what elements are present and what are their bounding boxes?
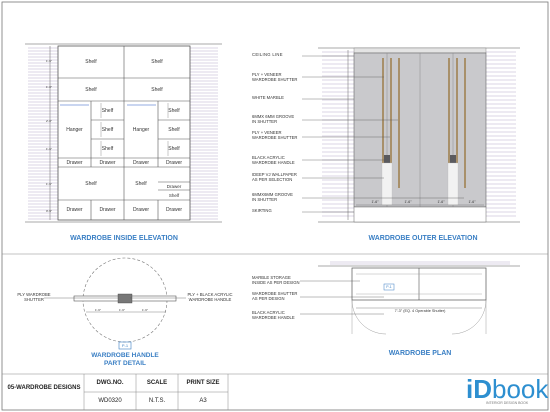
shelf-label-1: Shelf: [85, 59, 97, 65]
handle-tag-box: [118, 341, 132, 350]
shelf-label-8: Shelf: [168, 107, 180, 114]
drawer-label-1: Drawer: [66, 159, 83, 166]
outer-dim-1: 1'-6": [371, 200, 379, 204]
svg-text:1'-6": 1'-6": [119, 308, 125, 312]
shelf-label-3: Shelf: [85, 86, 97, 93]
outer-elevation-title: WARDROBE OUTER ELEVATION: [368, 235, 478, 242]
drawer-label-7: Drawer: [99, 207, 116, 213]
plan-title: WARDROBE PLAN: [388, 350, 452, 357]
outer-note-skirting: SKIRTING: [252, 208, 272, 213]
shelf-label-6: Shelf: [101, 126, 114, 133]
drawer-label-9: Drawer: [165, 207, 183, 213]
outer-note-ceiling: CEILING LINE: [252, 52, 283, 57]
sheet-name: 05-WARDROBE DESIGNS: [7, 385, 81, 391]
outer-dim-2: 1'-6": [404, 200, 412, 204]
shelf-label-9: Shelf: [168, 126, 180, 133]
svg-text:1'-6": 1'-6": [95, 308, 101, 312]
plan-note-storage: MARBLE STORAGE INSIDE AS PER DESIGN: [252, 275, 300, 285]
outer-elevation-drawing: [302, 47, 520, 223]
shelf-label-10: Shelf: [168, 145, 180, 152]
hanger-label-2: Hanger: [132, 126, 150, 133]
plan-tag: P-1: [386, 285, 392, 289]
svg-text:1'-0": 1'-0": [46, 85, 52, 89]
outer-note-groove-1: 6MMX 6MM GROOVE IN SHUTTER: [252, 114, 295, 124]
handle-detail-drawing: 1'-6" 1'-6" 1'-6": [44, 257, 186, 350]
title-header-dwg: DWG.NO.: [96, 380, 124, 386]
inside-elevation-drawing: 1'-6" 1'-0" 2'-0" 1'-6" 1'-6" 0'-9": [25, 43, 222, 223]
title-value-dwg: WD0320: [98, 398, 122, 404]
svg-text:1'-6": 1'-6": [46, 182, 52, 186]
outer-note-shutter-1: PLY + VENEER WARDROBE SHUTTER: [252, 72, 298, 82]
svg-text:1'-6": 1'-6": [46, 59, 52, 63]
shelf-label-11: Shelf: [85, 180, 97, 187]
outer-note-wallpaper: IDEEP VJ WALLPAPER AS PER SELECTION: [252, 172, 297, 182]
shelf-label-2: Shelf: [151, 59, 163, 65]
drawer-label-4: Drawer: [165, 159, 183, 166]
title-value-scale: N.T.S.: [148, 398, 166, 404]
outer-note-shutter-2: PLY + VENEER WARDROBE SHUTTER: [252, 130, 298, 140]
logo-tagline: INTERIOR DESIGN BOOK: [486, 401, 529, 405]
svg-text:2'-0": 2'-0": [46, 119, 52, 123]
shelf-label-5: Shelf: [101, 107, 114, 114]
svg-text:1'-6": 1'-6": [142, 308, 148, 312]
plan-note-shutter: WARDROBE SHUTTER AS PER DESIGN: [252, 291, 298, 301]
shelf-label-4: Shelf: [151, 86, 163, 93]
title-value-print: A3: [199, 398, 207, 404]
handle-right-note: PLY + BLACK ACRYLIC WARDROBE HANDLE: [187, 292, 233, 302]
outer-note-groove-2: 6MMX6MM GROOVE IN SHUTTER: [252, 192, 293, 202]
outer-note-marble: WHITE MARBLE: [252, 95, 284, 100]
plan-note-handle: BLACK ACRYLIC WARDROBE HANDLE: [252, 310, 295, 320]
idbook-logo: iDbook: [466, 376, 548, 402]
drawer-label-3: Drawer: [132, 159, 150, 166]
outer-dim-3: 1'-6": [437, 200, 445, 204]
shelf-label-12: Shelf: [135, 180, 147, 187]
hanger-label-1: Hanger: [66, 126, 83, 133]
title-block-grid: [83, 374, 229, 410]
drawer-label-8: Drawer: [132, 207, 150, 213]
logo-word: book: [492, 374, 549, 404]
handle-detail-title: WARDROBE HANDLE PART DETAIL: [91, 352, 159, 367]
title-header-print: PRINT SIZE: [186, 380, 220, 386]
handle-tag: P-1: [121, 343, 129, 348]
svg-text:1'-6": 1'-6": [46, 147, 52, 151]
shelf-label-13: Shelf: [168, 192, 180, 198]
drawer-label-5: Drawer: [166, 183, 182, 189]
title-header-scale: SCALE: [146, 380, 168, 386]
drawer-label-2: Drawer: [99, 159, 116, 166]
inside-elevation-title: WARDROBE INSIDE ELEVATION: [70, 235, 178, 242]
plan-span-dim: 7'-3" (EQ. 4 Operable Shutter): [394, 309, 446, 313]
logo-mark: iD: [466, 374, 492, 404]
outer-dim-4: 1'-6": [468, 200, 476, 204]
plan-tag-box: [383, 283, 395, 291]
handle-left-note: PLY WARDROBE SHUTTER: [17, 292, 51, 302]
shelf-label-7: Shelf: [101, 145, 114, 152]
wardrobe-plan-drawing: [300, 261, 520, 335]
outer-note-handle: BLACK ACRYLIC WARDROBE HANDLE: [252, 155, 295, 165]
drawer-label-6: Drawer: [66, 207, 83, 213]
svg-text:0'-9": 0'-9": [46, 209, 52, 213]
